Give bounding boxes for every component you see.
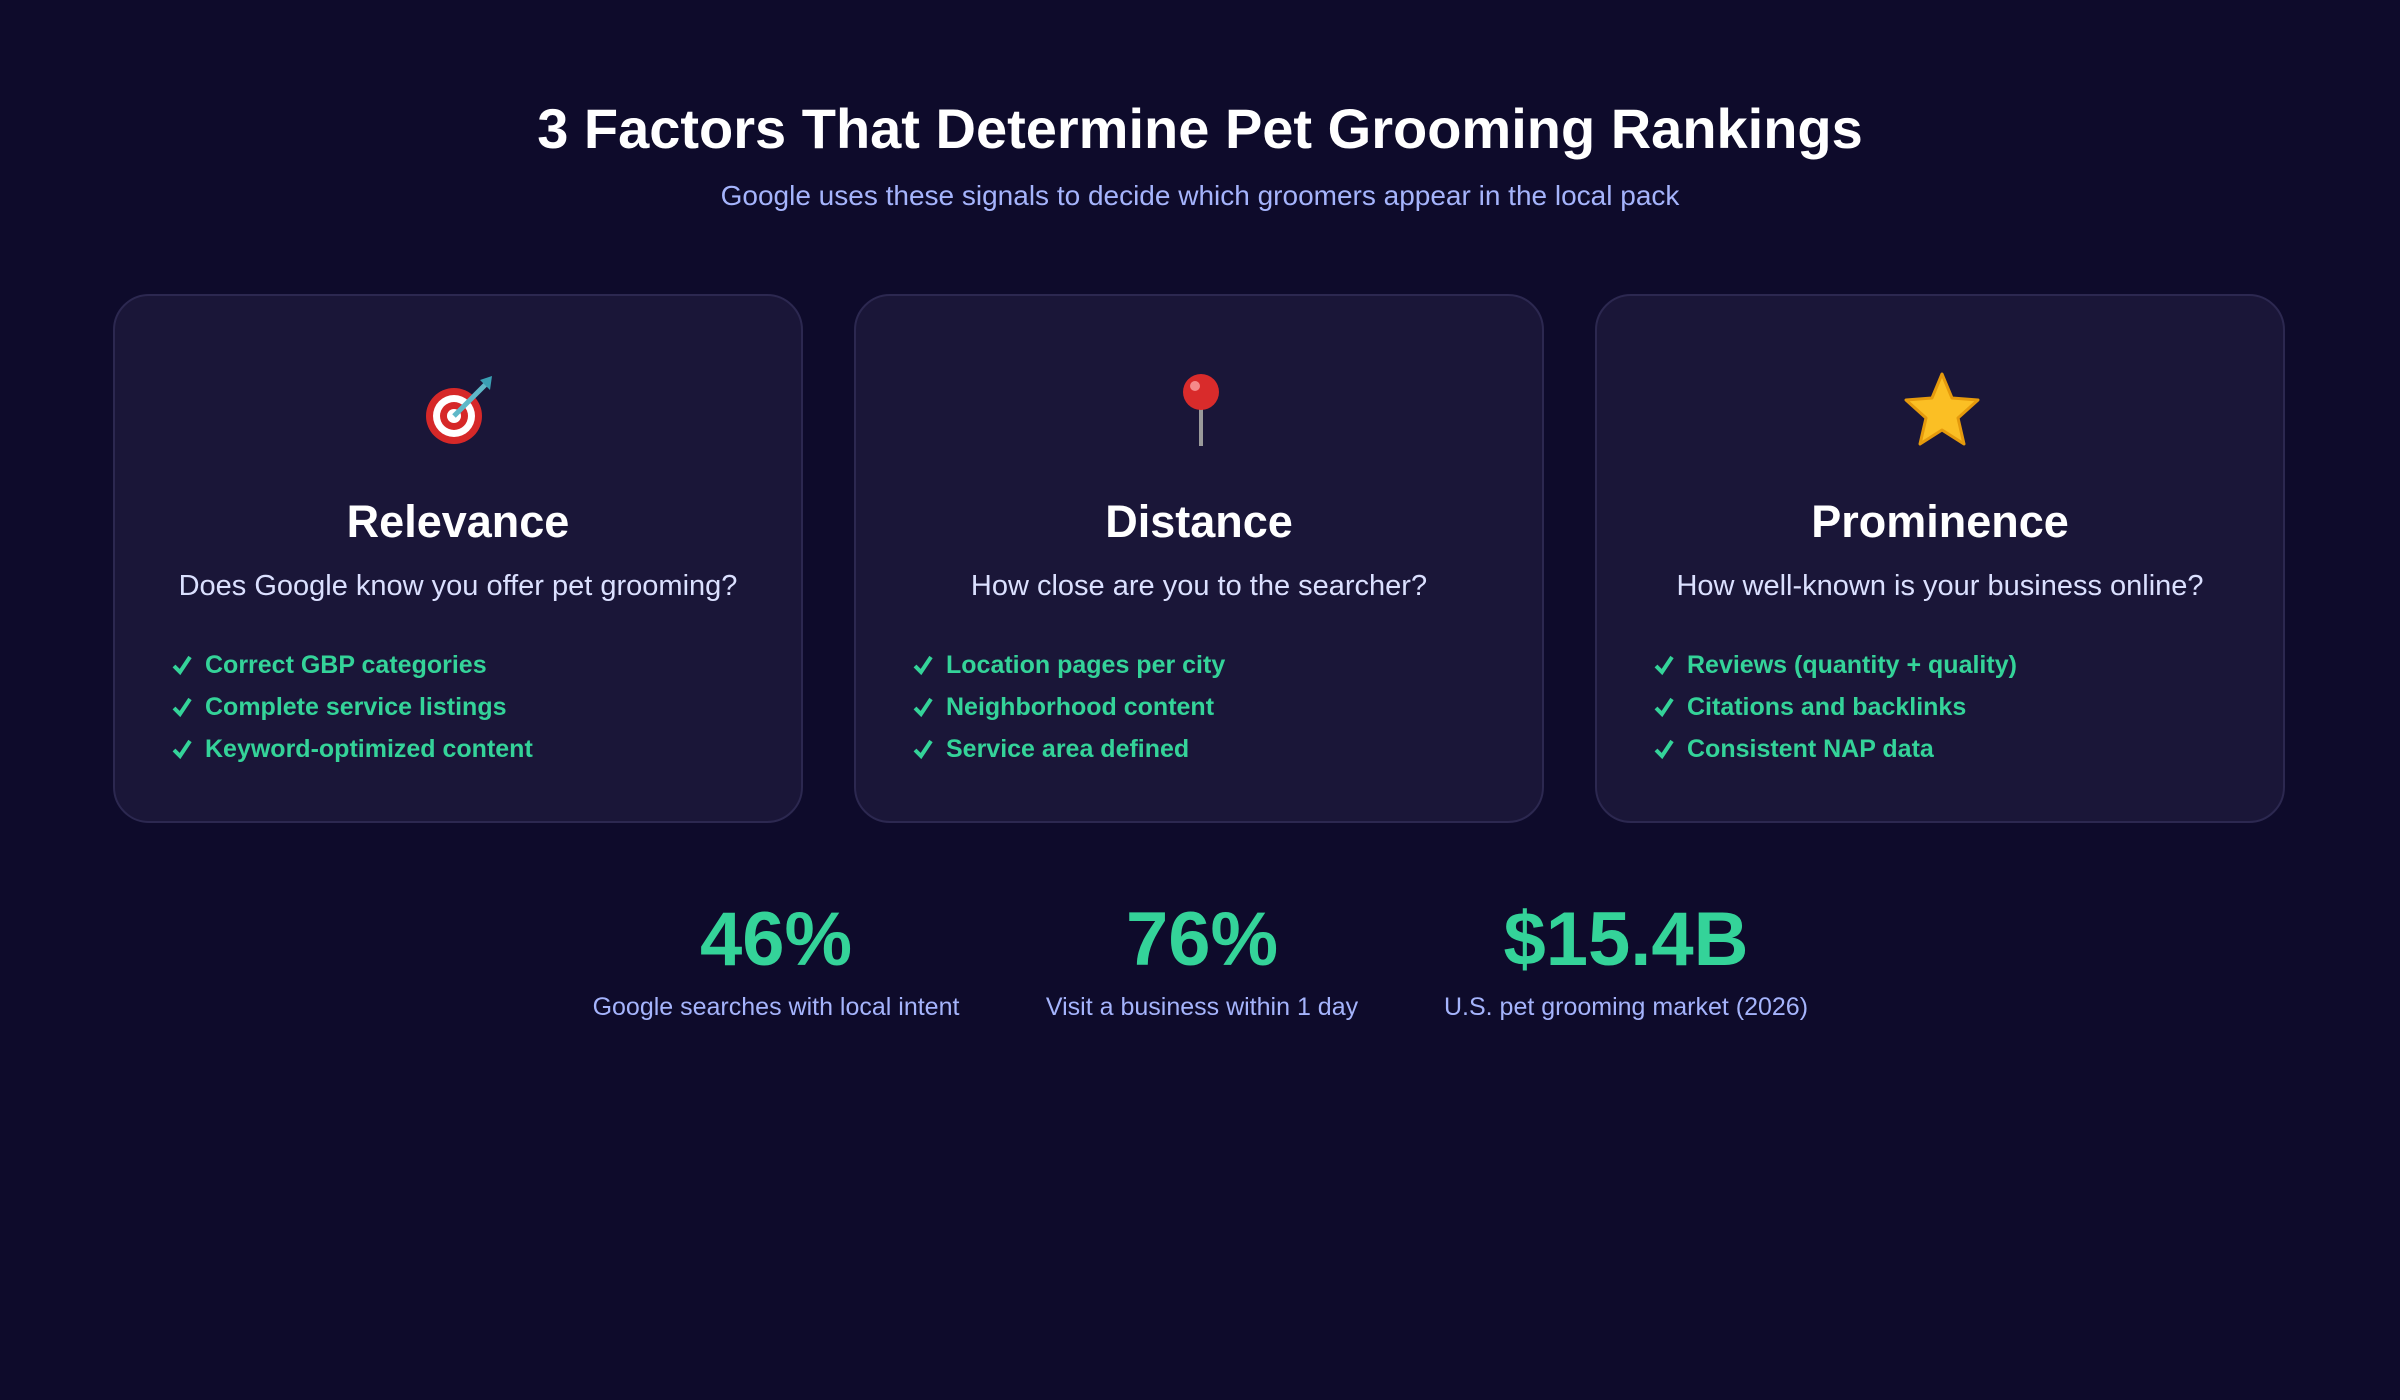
card-question: Does Google know you offer pet grooming? bbox=[178, 570, 738, 602]
stat-value: $15.4B bbox=[1503, 897, 1749, 982]
item-text: Complete service listings bbox=[205, 692, 507, 721]
target-icon bbox=[426, 376, 492, 444]
card-question: How close are you to the searcher? bbox=[970, 570, 1428, 602]
stat: 46% Google searches with local intent bbox=[566, 895, 986, 1022]
item-text: Neighborhood content bbox=[946, 692, 1215, 721]
item-text: Consistent NAP data bbox=[1687, 734, 1934, 763]
item-text: Service area defined bbox=[946, 734, 1190, 763]
stat-label: Visit a business within 1 day bbox=[1045, 993, 1359, 1021]
check-item: Neighborhood content bbox=[912, 686, 1225, 728]
check-item: Complete service listings bbox=[171, 686, 533, 728]
card-question: How well-known is your business online? bbox=[1676, 570, 2204, 602]
check-item: Reviews (quantity + quality) bbox=[1653, 644, 2017, 686]
factor-card: Relevance Does Google know you offer pet… bbox=[113, 294, 803, 823]
pin-icon bbox=[1183, 374, 1219, 446]
check-item: Location pages per city bbox=[912, 644, 1225, 686]
subtitle: Google uses these signals to decide whic… bbox=[720, 180, 1680, 211]
check-item: Service area defined bbox=[912, 728, 1225, 770]
check-item: Correct GBP categories bbox=[171, 644, 533, 686]
star-icon bbox=[1904, 372, 1980, 446]
item-text: Keyword-optimized content bbox=[205, 734, 533, 763]
item-text: Citations and backlinks bbox=[1687, 692, 1967, 721]
card-title: Distance bbox=[1105, 496, 1293, 547]
factor-card: Distance How close are you to the search… bbox=[854, 294, 1544, 823]
stat-value: 76% bbox=[1125, 897, 1279, 982]
item-text: Location pages per city bbox=[946, 650, 1226, 679]
stat-label: U.S. pet grooming market (2026) bbox=[1443, 993, 1809, 1021]
check-item: Consistent NAP data bbox=[1653, 728, 2017, 770]
card-title: Prominence bbox=[1811, 496, 2069, 547]
stat: $15.4B U.S. pet grooming market (2026) bbox=[1416, 895, 1836, 1022]
check-item: Keyword-optimized content bbox=[171, 728, 533, 770]
checklist: Location pages per city Neighborhood con… bbox=[912, 644, 1225, 770]
checklist: Reviews (quantity + quality) Citations a… bbox=[1653, 644, 2017, 770]
item-text: Correct GBP categories bbox=[205, 650, 487, 679]
factor-card: Prominence How well-known is your busine… bbox=[1595, 294, 2285, 823]
stat-label: Google searches with local intent bbox=[592, 993, 960, 1021]
check-item: Citations and backlinks bbox=[1653, 686, 2017, 728]
card-title: Relevance bbox=[346, 496, 570, 547]
stat: 76% Visit a business within 1 day bbox=[992, 895, 1412, 1022]
checklist: Correct GBP categories Complete service … bbox=[171, 644, 533, 770]
title: 3 Factors That Determine Pet Grooming Ra… bbox=[537, 97, 1863, 160]
stat-value: 46% bbox=[699, 897, 853, 982]
item-text: Reviews (quantity + quality) bbox=[1687, 650, 2017, 679]
